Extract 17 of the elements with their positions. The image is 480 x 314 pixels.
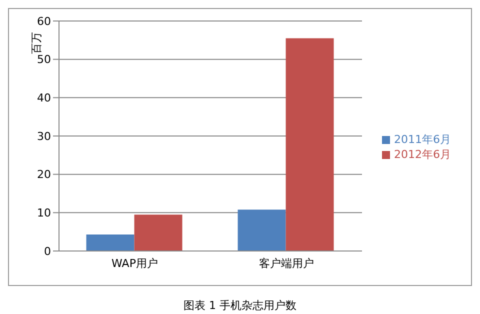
bar bbox=[238, 210, 286, 251]
bar bbox=[286, 38, 334, 251]
bar bbox=[86, 234, 134, 251]
y-tick-label: 0 bbox=[44, 244, 51, 258]
y-tick-label: 30 bbox=[37, 130, 51, 143]
y-tick-label: 40 bbox=[37, 92, 51, 105]
text: 图表 1 手机杂志用户数 bbox=[182, 298, 298, 313]
x-tick-label: 客户端用户 bbox=[258, 256, 314, 270]
y-tick-label: 20 bbox=[37, 168, 51, 182]
bar bbox=[134, 214, 182, 251]
y-tick-label: 60 bbox=[37, 14, 51, 28]
y-axis-title: 百万 bbox=[30, 32, 43, 54]
legend-label: 2011年6月 bbox=[394, 133, 451, 146]
x-tick-label: WAP用户 bbox=[112, 256, 158, 270]
legend-label: 2012年6月 bbox=[394, 148, 451, 161]
y-tick-label: 50 bbox=[37, 53, 51, 66]
y-tick-label: 10 bbox=[37, 206, 51, 220]
